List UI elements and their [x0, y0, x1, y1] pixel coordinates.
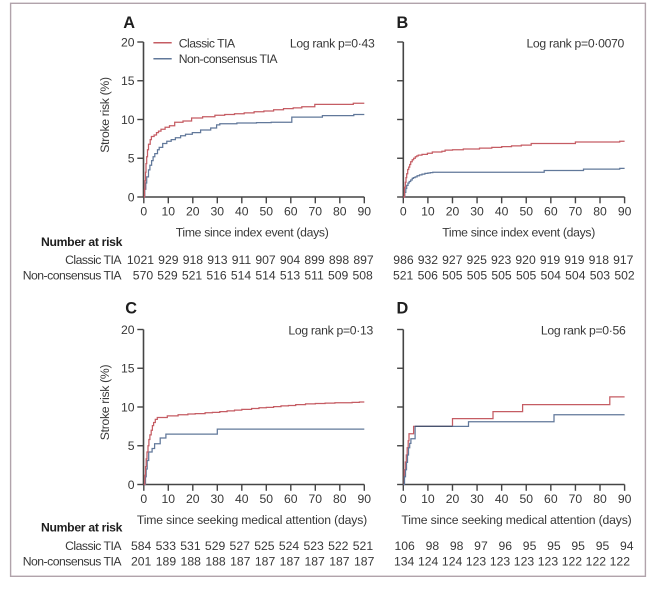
- svg-text:80: 80: [333, 492, 347, 506]
- svg-text:Stroke risk (%): Stroke risk (%): [98, 77, 112, 153]
- svg-text:50: 50: [260, 492, 274, 506]
- svg-text:20: 20: [446, 205, 460, 219]
- svg-text:Number at risk: Number at risk: [41, 520, 123, 534]
- svg-text:50: 50: [260, 205, 274, 219]
- svg-text:70: 70: [569, 492, 583, 506]
- svg-text:90: 90: [358, 205, 372, 219]
- svg-text:30: 30: [470, 492, 484, 506]
- svg-text:70: 70: [569, 205, 583, 219]
- svg-text:10: 10: [121, 113, 135, 127]
- svg-text:Classic TIA: Classic TIA: [65, 539, 122, 553]
- svg-text:0: 0: [140, 205, 147, 219]
- svg-text:106 98 98 97 96 95 95 95 95 94: 106 98 98 97 96 95 95 95 95 94: [395, 539, 634, 553]
- svg-text:B: B: [397, 14, 409, 32]
- svg-text:0: 0: [140, 492, 147, 506]
- svg-text:Time since seeking medical att: Time since seeking medical attention (da…: [401, 513, 631, 527]
- svg-text:Time since index event (days): Time since index event (days): [176, 226, 329, 240]
- svg-text:Log rank p=0·0070: Log rank p=0·0070: [526, 36, 624, 50]
- svg-text:70: 70: [309, 492, 323, 506]
- svg-text:0: 0: [128, 190, 135, 204]
- svg-text:50: 50: [519, 492, 533, 506]
- svg-text:40: 40: [235, 205, 249, 219]
- svg-text:30: 30: [211, 492, 225, 506]
- svg-text:30: 30: [470, 205, 484, 219]
- svg-text:10: 10: [421, 492, 435, 506]
- svg-text:5: 5: [128, 439, 135, 453]
- svg-text:40: 40: [495, 205, 509, 219]
- svg-text:60: 60: [284, 205, 298, 219]
- svg-text:40: 40: [235, 492, 249, 506]
- svg-text:90: 90: [618, 205, 632, 219]
- svg-text:Non-consensus TIA: Non-consensus TIA: [23, 554, 123, 568]
- svg-text:30: 30: [211, 205, 225, 219]
- svg-text:Number at risk: Number at risk: [41, 235, 123, 249]
- svg-text:60: 60: [544, 492, 558, 506]
- svg-text:20: 20: [121, 323, 135, 337]
- svg-text:60: 60: [284, 492, 298, 506]
- svg-text:10: 10: [121, 400, 135, 414]
- svg-text:Time since seeking medical att: Time since seeking medical attention (da…: [137, 513, 367, 527]
- svg-text:D: D: [397, 300, 409, 318]
- svg-text:80: 80: [593, 205, 607, 219]
- svg-text:40: 40: [495, 492, 509, 506]
- svg-text:134 124 124 123 123 123 123 12: 134 124 124 123 123 123 123 122 122 122: [394, 554, 630, 568]
- svg-text:A: A: [123, 14, 135, 32]
- svg-text:Classic TIA: Classic TIA: [65, 253, 122, 267]
- svg-text:15: 15: [121, 74, 135, 88]
- svg-text:90: 90: [358, 492, 372, 506]
- svg-text:0: 0: [400, 205, 407, 219]
- svg-text:C: C: [125, 300, 137, 318]
- svg-text:60: 60: [544, 205, 558, 219]
- svg-text:70: 70: [309, 205, 323, 219]
- svg-text:201 189 188 188 187 187 187 18: 201 189 188 188 187 187 187 187 187 187: [131, 554, 375, 568]
- svg-text:0: 0: [400, 492, 407, 506]
- svg-text:Classic TIA: Classic TIA: [179, 36, 236, 50]
- svg-text:1021 929 918 913 911 907 904 8: 1021 929 918 913 911 907 904 899 898 897: [127, 253, 374, 267]
- svg-text:80: 80: [593, 492, 607, 506]
- svg-text:20: 20: [121, 35, 135, 49]
- svg-text:Stroke risk (%): Stroke risk (%): [98, 365, 112, 441]
- svg-text:Non-consensus TIA: Non-consensus TIA: [23, 269, 123, 283]
- svg-text:20: 20: [186, 492, 200, 506]
- svg-text:521 506 505 505 505 505 504 50: 521 506 505 505 505 505 504 504 503 502: [393, 269, 635, 283]
- svg-text:10: 10: [162, 205, 176, 219]
- svg-text:Time since index event (days): Time since index event (days): [442, 226, 595, 240]
- svg-text:Log rank p=0·56: Log rank p=0·56: [541, 323, 626, 337]
- svg-text:20: 20: [446, 492, 460, 506]
- svg-text:Non-consensus TIA: Non-consensus TIA: [179, 52, 279, 66]
- svg-text:50: 50: [519, 205, 533, 219]
- svg-text:10: 10: [421, 205, 435, 219]
- svg-text:Log rank p=0·13: Log rank p=0·13: [288, 323, 373, 337]
- svg-text:20: 20: [186, 205, 200, 219]
- svg-text:0: 0: [128, 478, 135, 492]
- svg-text:90: 90: [618, 492, 632, 506]
- svg-text:15: 15: [121, 362, 135, 376]
- svg-text:5: 5: [128, 152, 135, 166]
- svg-text:80: 80: [333, 205, 347, 219]
- svg-text:570 529 521 516 514 514 513 51: 570 529 521 516 514 514 513 511 509 508: [133, 269, 373, 283]
- svg-text:Log rank p=0·43: Log rank p=0·43: [290, 36, 375, 50]
- svg-text:584 533 531 529 527 525 524 52: 584 533 531 529 527 525 524 523 522 521: [131, 539, 373, 553]
- svg-text:986 932 927 925 923 920 919 91: 986 932 927 925 923 920 919 919 918 917: [393, 253, 633, 267]
- svg-text:10: 10: [162, 492, 176, 506]
